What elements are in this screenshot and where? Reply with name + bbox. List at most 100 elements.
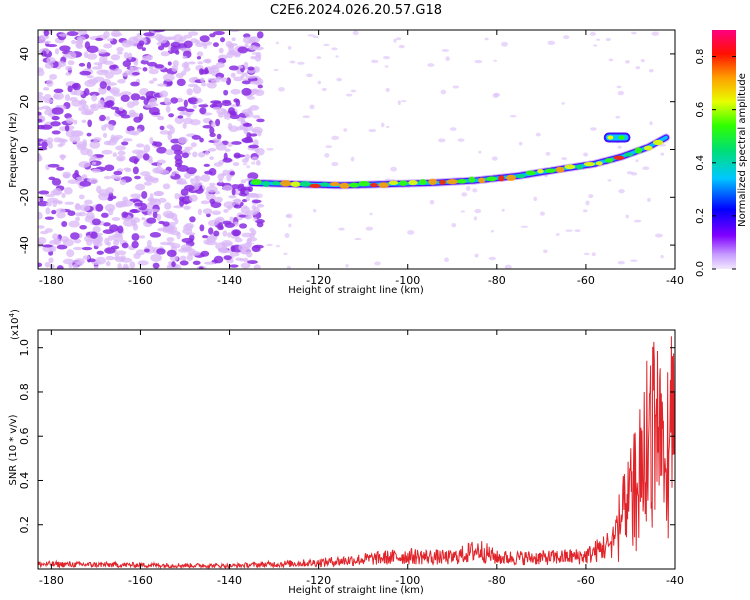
heatmap-panel: -180 -160 -140 -120 -100 -80 -60 -40 -40 -20 0 20 4… bbox=[8, 29, 684, 296]
heatmap-y-tick-label: -40 bbox=[18, 236, 31, 254]
faint-speckle bbox=[660, 152, 665, 156]
noise-speckle bbox=[124, 168, 132, 173]
noise-speckle bbox=[154, 64, 165, 69]
noise-speckle bbox=[39, 196, 44, 203]
noise-speckle bbox=[187, 97, 198, 103]
faint-speckle bbox=[338, 227, 345, 231]
noise-speckle bbox=[173, 34, 183, 42]
noise-speckle bbox=[104, 203, 116, 212]
noise-speckle bbox=[134, 175, 141, 180]
noise-speckle bbox=[48, 257, 54, 264]
noise-speckle bbox=[44, 62, 54, 69]
noise-speckle bbox=[38, 211, 43, 220]
noise-speckle bbox=[141, 47, 146, 52]
noise-speckle bbox=[135, 249, 146, 256]
faint-speckle bbox=[630, 31, 637, 35]
faint-speckle bbox=[617, 90, 625, 96]
faint-speckle bbox=[605, 37, 611, 42]
snr-x-tick-label: -80 bbox=[488, 574, 506, 587]
noise-speckle bbox=[199, 224, 205, 232]
noise-speckle bbox=[70, 232, 80, 240]
noise-speckle bbox=[117, 78, 126, 84]
faint-speckle bbox=[565, 229, 573, 232]
noise-speckle bbox=[192, 151, 198, 158]
noise-speckle bbox=[103, 140, 112, 146]
noise-speckle bbox=[166, 213, 175, 219]
faint-speckle bbox=[321, 87, 327, 92]
track-blob bbox=[418, 179, 427, 186]
noise-speckle bbox=[126, 125, 135, 132]
noise-speckle bbox=[228, 65, 239, 71]
faint-speckle bbox=[266, 147, 274, 151]
noise-speckle bbox=[189, 234, 195, 242]
faint-speckle bbox=[382, 55, 391, 60]
noise-speckle bbox=[143, 144, 151, 153]
noise-speckle bbox=[183, 34, 193, 39]
faint-speckle bbox=[247, 242, 254, 245]
noise-speckle bbox=[45, 193, 56, 198]
noise-speckle bbox=[185, 232, 196, 236]
faint-speckle bbox=[547, 40, 556, 45]
faint-speckle bbox=[615, 115, 621, 119]
noise-speckle bbox=[52, 188, 62, 196]
noise-speckle bbox=[149, 232, 162, 238]
faint-speckle bbox=[474, 59, 483, 64]
noise-speckle bbox=[42, 244, 53, 248]
noise-speckle bbox=[107, 235, 114, 241]
noise-speckle bbox=[101, 149, 113, 155]
noise-speckle bbox=[208, 168, 217, 176]
noise-speckle bbox=[256, 221, 264, 228]
faint-speckle bbox=[309, 104, 315, 110]
heatmap-x-tick-label: -140 bbox=[217, 274, 242, 287]
faint-speckle bbox=[302, 115, 311, 119]
faint-speckle bbox=[539, 211, 545, 216]
noise-speckle bbox=[166, 249, 177, 258]
noise-speckle bbox=[79, 225, 88, 230]
noise-speckle bbox=[176, 78, 186, 87]
snr-series-line bbox=[38, 336, 675, 569]
noise-speckle bbox=[222, 157, 233, 163]
faint-speckle bbox=[289, 60, 296, 64]
heatmap-x-tick-label: -80 bbox=[488, 274, 506, 287]
noise-speckle bbox=[169, 126, 175, 135]
noise-speckle bbox=[132, 166, 139, 175]
track-blob bbox=[369, 182, 378, 188]
noise-speckle bbox=[203, 43, 208, 49]
noise-speckle bbox=[44, 261, 51, 268]
noise-speckle bbox=[251, 245, 261, 252]
faint-speckle bbox=[589, 31, 596, 36]
noise-speckle bbox=[215, 76, 222, 81]
faint-speckle bbox=[313, 208, 317, 213]
noise-speckle bbox=[105, 187, 115, 194]
noise-speckle bbox=[87, 119, 93, 128]
noise-speckle bbox=[206, 81, 217, 89]
noise-speckle bbox=[67, 210, 76, 216]
noise-speckle bbox=[130, 217, 141, 224]
noise-speckle bbox=[209, 182, 216, 187]
noise-speckle bbox=[69, 96, 78, 102]
track-blob bbox=[250, 178, 262, 185]
noise-speckle bbox=[38, 111, 42, 117]
noise-speckle bbox=[67, 179, 79, 184]
faint-speckle bbox=[438, 138, 446, 143]
track-blob bbox=[478, 177, 486, 184]
noise-speckle bbox=[171, 144, 183, 152]
colorbar-tick-label: 0.0 bbox=[695, 261, 706, 277]
noise-speckle bbox=[96, 185, 102, 194]
noise-speckle bbox=[106, 38, 114, 42]
faint-speckle bbox=[593, 44, 598, 47]
faint-speckle bbox=[386, 125, 390, 129]
noise-speckle bbox=[157, 35, 168, 44]
noise-speckle bbox=[175, 72, 184, 79]
noise-speckle bbox=[70, 130, 83, 137]
noise-speckle bbox=[78, 194, 85, 200]
noise-speckle bbox=[210, 100, 222, 104]
noise-speckle bbox=[150, 253, 162, 262]
noise-speckle bbox=[56, 244, 68, 250]
faint-speckle bbox=[255, 195, 260, 199]
noise-speckle bbox=[141, 217, 146, 221]
noise-speckle bbox=[120, 91, 132, 96]
colorbar-ticks: 0.0 0.2 0.4 0.6 0.8 bbox=[695, 49, 736, 277]
heatmap-x-tick-label: -160 bbox=[128, 274, 153, 287]
faint-speckle bbox=[473, 216, 478, 221]
